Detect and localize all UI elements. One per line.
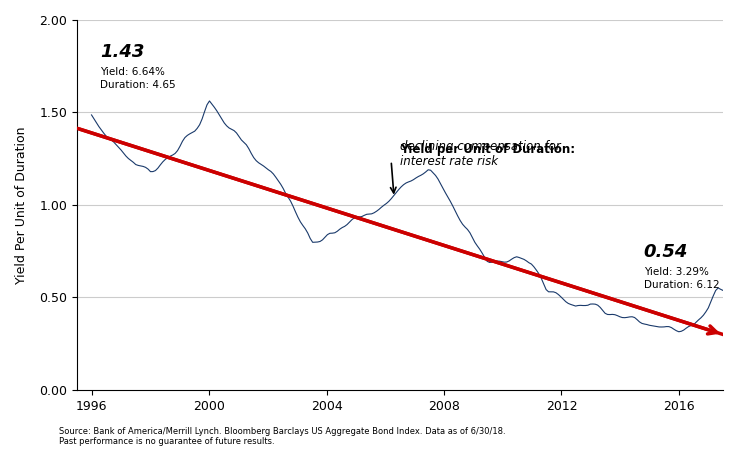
Text: 1.43: 1.43 <box>100 43 145 61</box>
Text: Source: Bank of America/Merrill Lynch. Bloomberg Barclays US Aggregate Bond Inde: Source: Bank of America/Merrill Lynch. B… <box>59 426 506 446</box>
Text: declining compensation for
interest rate risk: declining compensation for interest rate… <box>400 140 561 168</box>
Text: Yield: 3.29%: Yield: 3.29% <box>643 267 709 277</box>
Text: Yield: 6.64%: Yield: 6.64% <box>100 67 165 77</box>
Y-axis label: Yield Per Unit of Duration: Yield Per Unit of Duration <box>15 126 28 284</box>
Text: Yield per Unit of Duration:: Yield per Unit of Duration: <box>400 143 575 156</box>
Text: Duration: 6.12: Duration: 6.12 <box>643 280 719 290</box>
Text: 0.54: 0.54 <box>643 243 688 261</box>
Text: Duration: 4.65: Duration: 4.65 <box>100 81 176 91</box>
